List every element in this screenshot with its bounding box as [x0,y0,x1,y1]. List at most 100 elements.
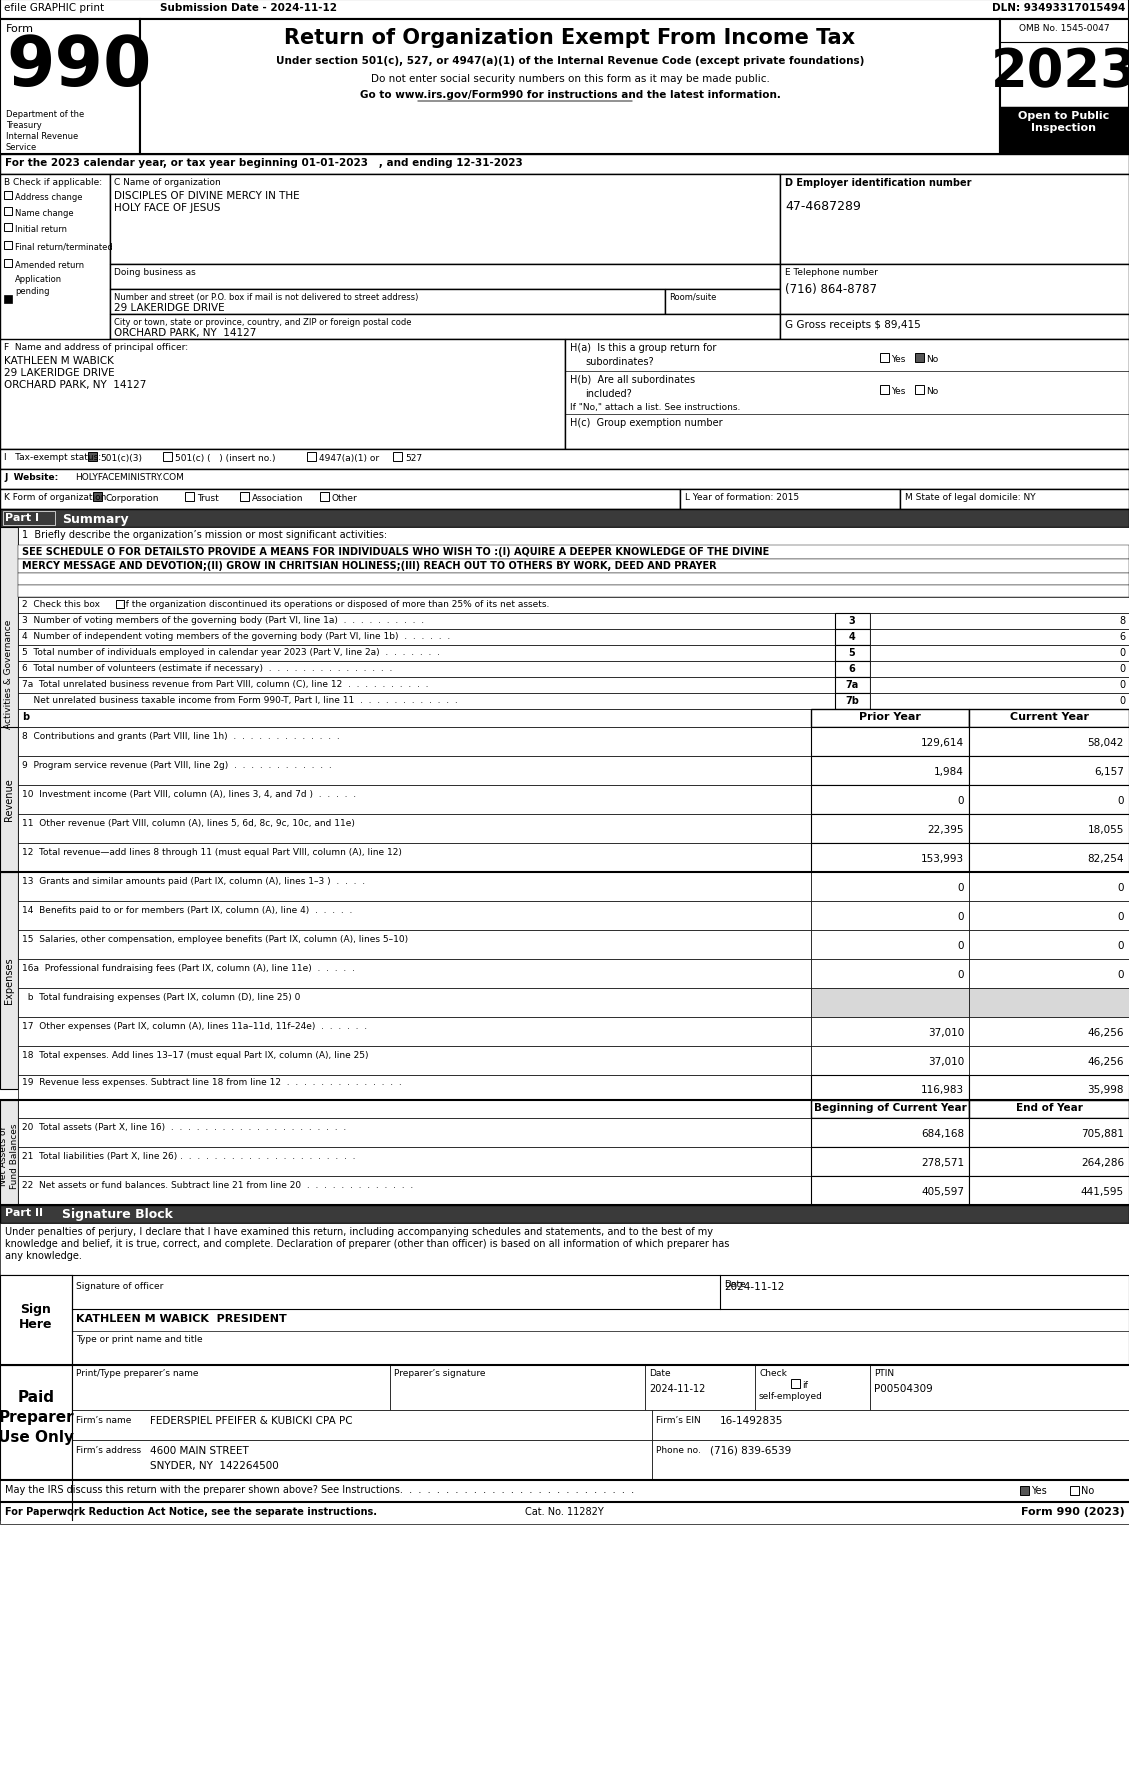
Text: PTIN: PTIN [874,1369,894,1377]
Bar [870,645,1129,661]
Text: b  Total fundraising expenses (Part IX, column (D), line 25) 0: b Total fundraising expenses (Part IX, c… [21,993,300,1001]
Text: SNYDER, NY  142264500: SNYDER, NY 142264500 [150,1459,279,1470]
Text: Signature of officer: Signature of officer [76,1281,164,1290]
Bar [110,290,665,315]
Text: Yes: Yes [891,387,905,396]
Bar [18,527,1129,545]
Text: Net Assets or
Fund Balances: Net Assets or Fund Balances [0,1123,19,1189]
Text: F  Name and address of principal officer:: F Name and address of principal officer: [5,342,189,351]
Bar [969,1176,1129,1205]
Bar [755,1365,870,1410]
Bar [0,449,1129,470]
Bar [18,1176,811,1205]
Bar [564,340,1129,449]
Bar [969,843,1129,873]
Bar [0,0,1129,20]
Text: E Telephone number: E Telephone number [785,267,878,276]
Text: L Year of formation: 2015: L Year of formation: 2015 [685,494,799,503]
Bar [18,645,835,661]
Text: DLN: 93493317015494: DLN: 93493317015494 [991,4,1124,12]
Bar [393,453,402,462]
Text: 3  Number of voting members of the governing body (Part VI, line 1a)  .  .  .  .: 3 Number of voting members of the govern… [21,615,425,625]
Text: 46,256: 46,256 [1087,1028,1124,1037]
Text: Firm’s name: Firm’s name [76,1415,131,1424]
Bar [18,1148,811,1176]
Bar [0,1365,72,1520]
Bar [1000,109,1129,155]
Bar [879,355,889,364]
Text: Expenses: Expenses [5,957,14,1003]
Text: self-employed: self-employed [759,1392,823,1401]
Text: 1  Briefly describe the organization’s mission or most significant activities:: 1 Briefly describe the organization’s mi… [21,529,387,540]
Bar [811,1099,969,1119]
Text: KATHLEEN M WABICK: KATHLEEN M WABICK [5,356,114,365]
Bar [0,727,18,873]
Text: Room/suite: Room/suite [669,292,717,301]
Bar [5,260,12,267]
Bar [18,586,1129,597]
Bar [0,1222,1129,1276]
Text: HOLYFACEMINISTRY.COM: HOLYFACEMINISTRY.COM [75,472,184,481]
Text: 116,983: 116,983 [921,1085,964,1094]
Text: 264,286: 264,286 [1080,1157,1124,1167]
Bar [18,1099,811,1119]
Text: Treasury: Treasury [6,121,42,130]
Text: 58,042: 58,042 [1087,738,1124,748]
Text: 441,595: 441,595 [1080,1187,1124,1196]
Text: Doing business as: Doing business as [114,267,195,276]
Text: 37,010: 37,010 [928,1028,964,1037]
Text: D Employer identification number: D Employer identification number [785,178,971,187]
Text: Under penalties of perjury, I declare that I have examined this return, includin: Under penalties of perjury, I declare th… [5,1226,714,1237]
Text: Number and street (or P.O. box if mail is not delivered to street address): Number and street (or P.O. box if mail i… [114,292,419,301]
Text: 705,881: 705,881 [1080,1128,1124,1139]
Bar [914,355,924,364]
Bar [969,709,1129,727]
Bar [811,709,969,727]
Text: May the IRS discuss this return with the preparer shown above? See Instructions.: May the IRS discuss this return with the… [5,1484,634,1493]
Text: P00504309: P00504309 [874,1383,933,1394]
Text: 5  Total number of individuals employed in calendar year 2023 (Part V, line 2a) : 5 Total number of individuals employed i… [21,647,440,656]
Text: 6: 6 [1119,631,1124,642]
Text: 6: 6 [849,663,856,674]
Bar [18,677,835,693]
Bar [645,1365,755,1410]
Bar [110,315,780,340]
Text: b: b [21,711,29,722]
Bar [811,1046,969,1075]
Text: efile GRAPHIC print: efile GRAPHIC print [5,4,104,12]
Text: Date: Date [649,1369,671,1377]
Text: I   Tax-exempt status:: I Tax-exempt status: [5,453,102,462]
Bar [780,315,1129,340]
Bar [1070,1486,1079,1495]
Bar [320,494,329,503]
Text: C Name of organization: C Name of organization [114,178,221,187]
Text: Beginning of Current Year: Beginning of Current Year [814,1103,966,1112]
Text: 22,395: 22,395 [928,825,964,834]
Text: 15  Salaries, other compensation, employee benefits (Part IX, column (A), lines : 15 Salaries, other compensation, employe… [21,934,408,943]
Bar [72,1440,653,1481]
Text: 0: 0 [957,941,964,950]
Text: Do not enter social security numbers on this form as it may be made public.: Do not enter social security numbers on … [370,75,770,84]
Text: 4  Number of independent voting members of the governing body (Part VI, line 1b): 4 Number of independent voting members o… [21,631,450,642]
Text: 3: 3 [849,615,856,625]
Text: 0: 0 [1118,795,1124,805]
Text: 18  Total expenses. Add lines 13–17 (must equal Part IX, column (A), line 25): 18 Total expenses. Add lines 13–17 (must… [21,1050,368,1060]
Text: No: No [1080,1484,1094,1495]
Bar [0,873,18,1089]
Bar [791,1379,800,1388]
Text: Use Only: Use Only [0,1429,75,1443]
Bar [665,290,780,315]
Text: Part II: Part II [5,1208,43,1217]
Text: 37,010: 37,010 [928,1057,964,1066]
Bar [653,1440,1129,1481]
Bar [18,727,811,757]
Bar [110,266,780,290]
Bar [18,873,811,902]
Bar [811,989,969,1018]
Text: 22  Net assets or fund balances. Subtract line 21 from line 20  .  .  .  .  .  .: 22 Net assets or fund balances. Subtract… [21,1180,413,1189]
Bar [0,1205,1129,1222]
Text: Association: Association [252,494,304,503]
Bar [900,490,1129,510]
Text: Initial return: Initial return [15,225,67,233]
Text: 501(c) (   ) (insert no.): 501(c) ( ) (insert no.) [175,454,275,463]
